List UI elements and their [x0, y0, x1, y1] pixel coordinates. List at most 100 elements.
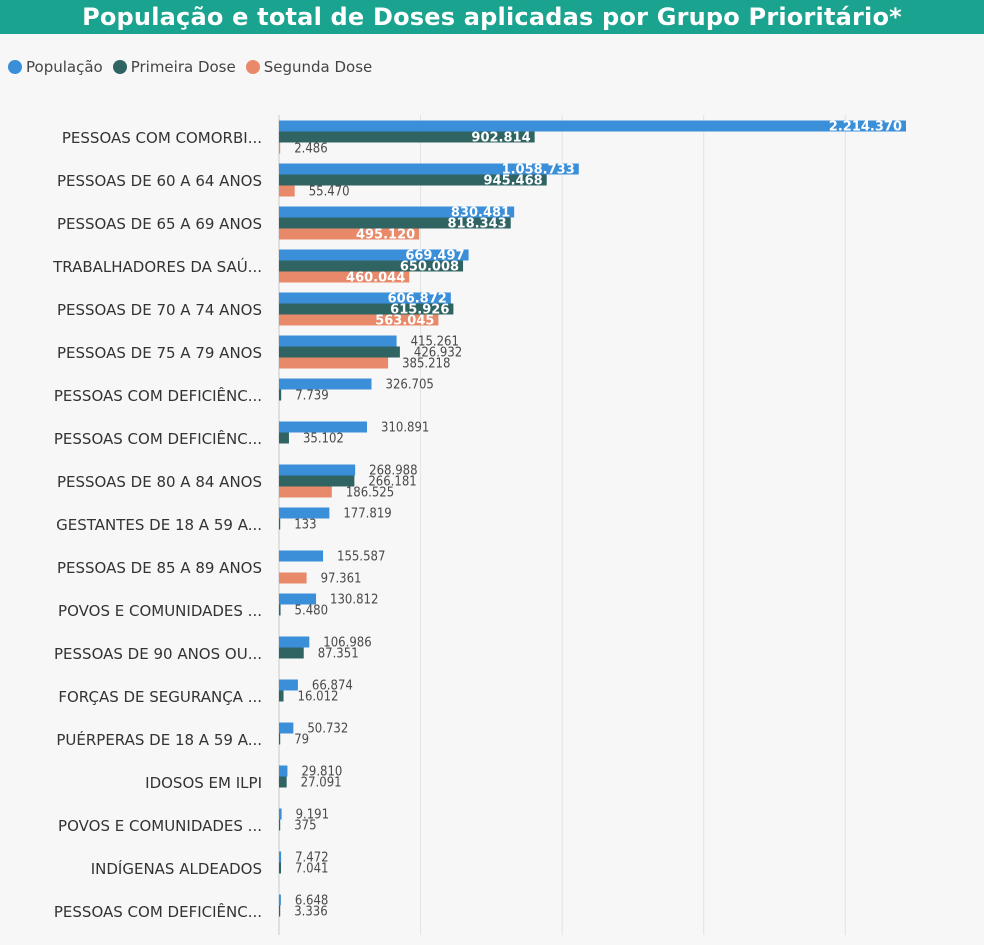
- category-label: PESSOAS COM DEFICIÊNC...: [54, 386, 262, 405]
- category-label: PESSOAS DE 70 A 74 ANOS: [57, 301, 262, 319]
- bar-populacao[interactable]: [279, 722, 294, 734]
- data-label-primeira-dose: 7.041: [295, 862, 328, 877]
- bar-segunda-dose[interactable]: [279, 271, 410, 283]
- legend-dot-populacao: [8, 60, 22, 74]
- data-label-populacao: 1.058.733: [502, 163, 575, 178]
- title-bar: População e total de Doses aplicadas por…: [0, 0, 984, 34]
- bar-segunda-dose[interactable]: [279, 572, 307, 584]
- category-label: PESSOAS COM COMORBI...: [62, 129, 262, 147]
- bar-primeira-dose[interactable]: [279, 647, 304, 659]
- bar-populacao[interactable]: [279, 249, 469, 261]
- category-label: PESSOAS DE 75 A 79 ANOS: [57, 344, 262, 362]
- data-label-populacao: 669.497: [405, 249, 464, 264]
- data-label-segunda-dose: 55.470: [309, 185, 350, 200]
- bar-populacao[interactable]: [279, 808, 282, 820]
- bar-populacao[interactable]: [279, 593, 317, 605]
- data-label-segunda-dose: 495.120: [356, 228, 415, 243]
- bar-primeira-dose[interactable]: [279, 174, 547, 186]
- data-label-populacao: 415.261: [411, 335, 459, 350]
- bar-primeira-dose[interactable]: [279, 346, 400, 358]
- bar-primeira-dose[interactable]: [279, 733, 281, 745]
- data-label-primeira-dose: 16.012: [298, 690, 339, 705]
- bar-primeira-dose[interactable]: [279, 303, 454, 315]
- bar-populacao[interactable]: [279, 421, 368, 433]
- bar-populacao[interactable]: [279, 335, 397, 347]
- bar-primeira-dose[interactable]: [279, 217, 511, 229]
- data-label-populacao: 310.891: [381, 421, 429, 436]
- legend-item-populacao[interactable]: População: [8, 58, 103, 76]
- data-label-primeira-dose: 818.343: [447, 217, 506, 232]
- bar-primeira-dose[interactable]: [279, 260, 464, 272]
- data-label-populacao: 6.648: [295, 894, 328, 909]
- data-label-primeira-dose: 266.181: [368, 475, 416, 490]
- bar-primeira-dose[interactable]: [279, 690, 284, 702]
- bar-primeira-dose[interactable]: [279, 518, 281, 530]
- bar-segunda-dose[interactable]: [279, 357, 389, 369]
- data-label-primeira-dose: 615.926: [390, 303, 449, 318]
- bar-populacao[interactable]: [279, 464, 356, 476]
- category-label: PESSOAS DE 85 A 89 ANOS: [57, 559, 262, 577]
- bar-segunda-dose[interactable]: [279, 185, 295, 197]
- chart-title: População e total de Doses aplicadas por…: [82, 3, 902, 31]
- data-label-populacao: 830.481: [451, 206, 510, 221]
- data-label-populacao: 130.812: [330, 593, 378, 608]
- bar-populacao[interactable]: [279, 378, 372, 390]
- data-label-populacao: 155.587: [337, 550, 385, 565]
- legend-label-segunda-dose: Segunda Dose: [263, 58, 373, 76]
- bar-segunda-dose[interactable]: [279, 228, 420, 240]
- bar-populacao[interactable]: [279, 851, 282, 863]
- legend-label-populacao: População: [26, 58, 103, 76]
- data-label-populacao: 106.986: [323, 636, 371, 651]
- bar-populacao[interactable]: [279, 894, 281, 906]
- data-label-populacao: 29.810: [301, 765, 342, 780]
- bar-primeira-dose[interactable]: [279, 389, 282, 401]
- bar-populacao[interactable]: [279, 206, 515, 218]
- bar-primeira-dose[interactable]: [279, 905, 281, 917]
- bar-populacao[interactable]: [279, 507, 330, 519]
- data-label-primeira-dose: 27.091: [301, 776, 342, 791]
- legend: População Primeira Dose Segunda Dose: [8, 58, 382, 76]
- bar-primeira-dose[interactable]: [279, 819, 281, 831]
- category-label: FORÇAS DE SEGURANÇA ...: [58, 688, 262, 706]
- legend-item-segunda-dose[interactable]: Segunda Dose: [245, 58, 373, 76]
- data-label-populacao: 7.472: [295, 851, 328, 866]
- data-label-populacao: 66.874: [312, 679, 353, 694]
- bar-populacao[interactable]: [279, 292, 451, 304]
- category-label: IDOSOS EM ILPI: [145, 774, 262, 792]
- data-label-segunda-dose: 563.045: [375, 314, 434, 329]
- category-label: GESTANTES DE 18 A 59 A...: [56, 516, 262, 534]
- bar-segunda-dose[interactable]: [279, 314, 439, 326]
- category-label: PESSOAS DE 60 A 64 ANOS: [57, 172, 262, 190]
- legend-dot-primeira-dose: [112, 60, 127, 74]
- bar-primeira-dose[interactable]: [279, 131, 535, 143]
- bar-populacao[interactable]: [279, 679, 298, 691]
- legend-item-primeira-dose[interactable]: Primeira Dose: [112, 58, 236, 76]
- data-label-populacao: 606.872: [388, 292, 447, 307]
- bar-primeira-dose[interactable]: [279, 776, 287, 788]
- category-label: PESSOAS DE 90 ANOS OU...: [54, 645, 262, 663]
- data-label-segunda-dose: 97.361: [321, 572, 362, 587]
- category-label: PESSOAS COM DEFICIÊNC...: [54, 429, 262, 448]
- data-label-primeira-dose: 426.932: [414, 346, 462, 361]
- data-label-primeira-dose: 35.102: [303, 432, 344, 447]
- bar-populacao[interactable]: [279, 636, 310, 648]
- bar-primeira-dose[interactable]: [279, 604, 281, 616]
- bar-segunda-dose[interactable]: [279, 142, 281, 154]
- category-label: PESSOAS DE 65 A 69 ANOS: [57, 215, 262, 233]
- bar-primeira-dose[interactable]: [279, 862, 281, 874]
- bar-populacao[interactable]: [279, 120, 906, 132]
- data-label-primeira-dose: 902.814: [471, 131, 530, 146]
- category-label: POVOS E COMUNIDADES ...: [58, 817, 262, 835]
- bar-populacao[interactable]: [279, 550, 324, 562]
- data-label-populacao: 50.732: [307, 722, 348, 737]
- bar-populacao[interactable]: [279, 163, 579, 175]
- data-label-segunda-dose: 186.525: [346, 486, 394, 501]
- bar-segunda-dose[interactable]: [279, 486, 332, 498]
- data-label-primeira-dose: 650.008: [400, 260, 459, 275]
- bar-primeira-dose[interactable]: [279, 432, 289, 444]
- bar-populacao[interactable]: [279, 765, 288, 777]
- bar-primeira-dose[interactable]: [279, 475, 355, 487]
- data-label-populacao: 2.214.370: [829, 120, 902, 135]
- data-label-segunda-dose: 385.218: [402, 357, 450, 372]
